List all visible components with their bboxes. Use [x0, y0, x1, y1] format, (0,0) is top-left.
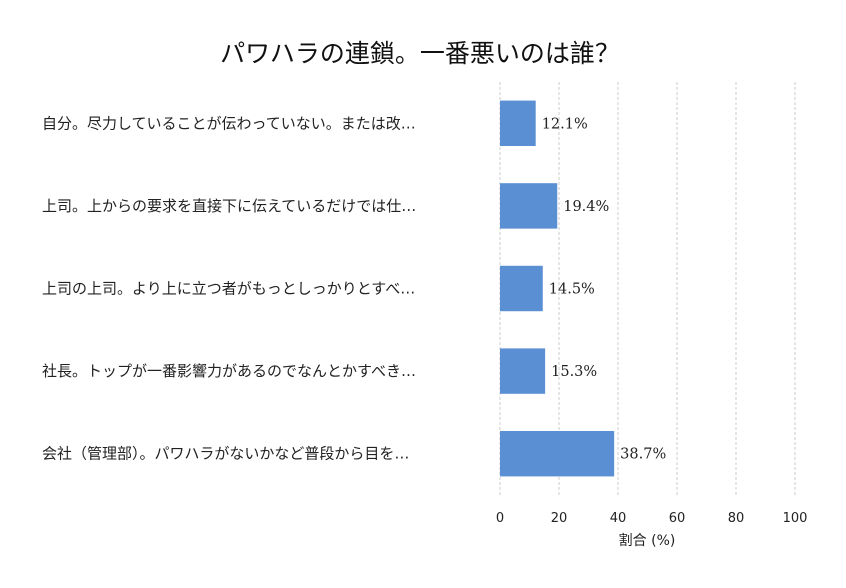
x-axis-label: 割合 (%) — [619, 532, 676, 549]
value-label: 19.4% — [563, 199, 609, 215]
x-tick-labels: 0 20 40 60 80 100 — [496, 511, 808, 526]
value-label: 14.5% — [549, 282, 595, 298]
x-tick-label: 20 — [551, 511, 568, 526]
bar — [500, 265, 543, 312]
x-tick-label: 0 — [496, 511, 504, 526]
category-labels: 自分。尽力していることが伝わっていない。または改… 上司。上からの要求を直接下に伝… — [42, 114, 416, 462]
category-label: 社長。トップが一番影響力があるのでなんとかすべき… — [42, 362, 416, 380]
bar — [500, 183, 558, 229]
bar — [500, 348, 546, 394]
value-label: 12.1% — [542, 116, 588, 132]
value-labels: 12.1% 19.4% 14.5% 15.3% 38.7% — [542, 116, 667, 462]
bar — [500, 100, 536, 147]
category-label: 自分。尽力していることが伝わっていない。または改… — [42, 114, 416, 132]
category-label: 上司の上司。より上に立つ者がもっとしっかりとすべ… — [42, 280, 415, 298]
category-label: 上司。上からの要求を直接下に伝えているだけでは仕… — [42, 197, 416, 215]
x-tick-label: 100 — [783, 511, 808, 526]
x-tick-label: 60 — [669, 511, 686, 526]
bars — [500, 100, 615, 477]
chart-title: パワハラの連鎖。一番悪いのは誰？ — [220, 39, 620, 68]
bar — [500, 430, 615, 477]
x-tick-label: 40 — [610, 511, 627, 526]
value-label: 38.7% — [620, 447, 666, 463]
value-label: 15.3% — [551, 364, 597, 380]
category-label: 会社（管理部）。パワハラがないかなど普段から目を… — [42, 445, 409, 463]
x-tick-label: 80 — [728, 511, 745, 526]
